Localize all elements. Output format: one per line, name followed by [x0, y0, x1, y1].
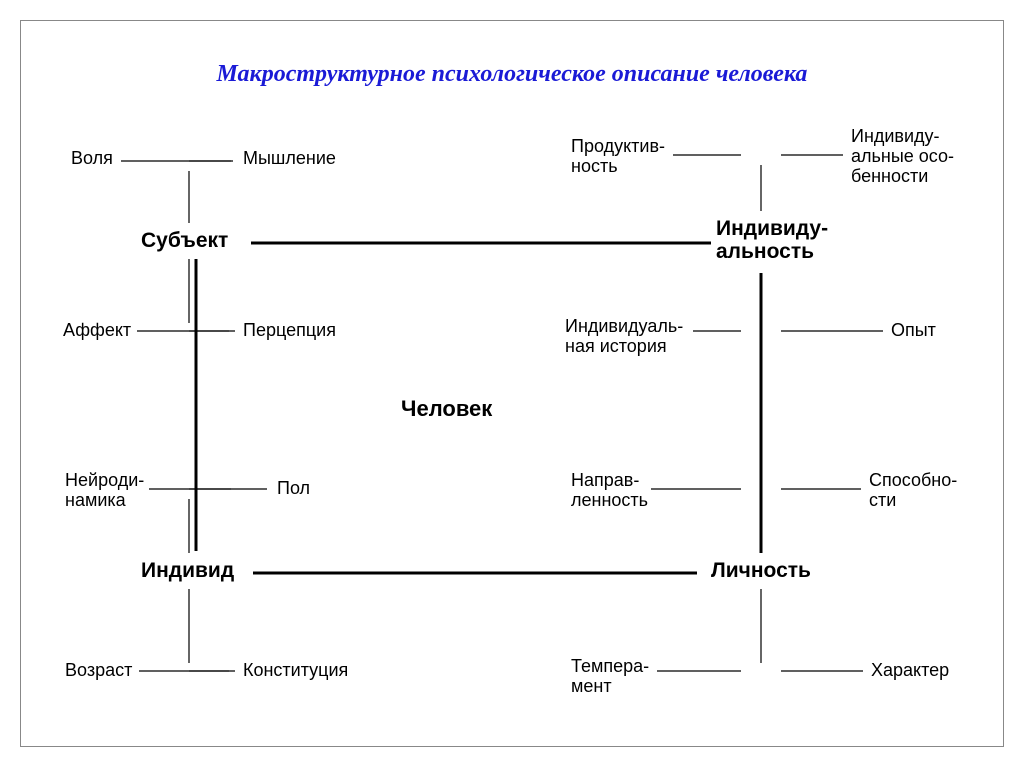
attr-personality-14: Темпера- мент [571, 657, 649, 697]
attr-individuality-7: Опыт [891, 321, 936, 341]
node-personality: Личность [711, 559, 811, 582]
attr-individ-9: Пол [277, 479, 310, 499]
attr-individ-10: Возраст [65, 661, 132, 681]
attr-subject-1: Мышление [243, 149, 336, 169]
attr-personality-13: Способно- сти [869, 471, 957, 511]
attr-personality-12: Направ- ленность [571, 471, 648, 511]
node-subject: Субъект [141, 229, 228, 252]
attr-subject-0: Воля [71, 149, 113, 169]
center-node-label: Человек [401, 396, 492, 422]
attr-subject-2: Аффект [63, 321, 131, 341]
attr-individuality-4: Продуктив- ность [571, 137, 665, 177]
page-title: Макроструктурное психологическое описани… [21, 61, 1003, 88]
attr-individ-11: Конституция [243, 661, 348, 681]
attr-subject-3: Перцепция [243, 321, 336, 341]
attr-individ-8: Нейроди- намика [65, 471, 144, 511]
attr-personality-15: Характер [871, 661, 949, 681]
node-individuality: Индивиду- альность [716, 217, 828, 263]
diagram-frame: Макроструктурное психологическое описани… [20, 20, 1004, 747]
attr-individuality-6: Индивидуаль- ная история [565, 317, 683, 357]
node-individ: Индивид [141, 559, 234, 582]
attr-individuality-5: Индивиду- альные осо- бенности [851, 127, 954, 186]
